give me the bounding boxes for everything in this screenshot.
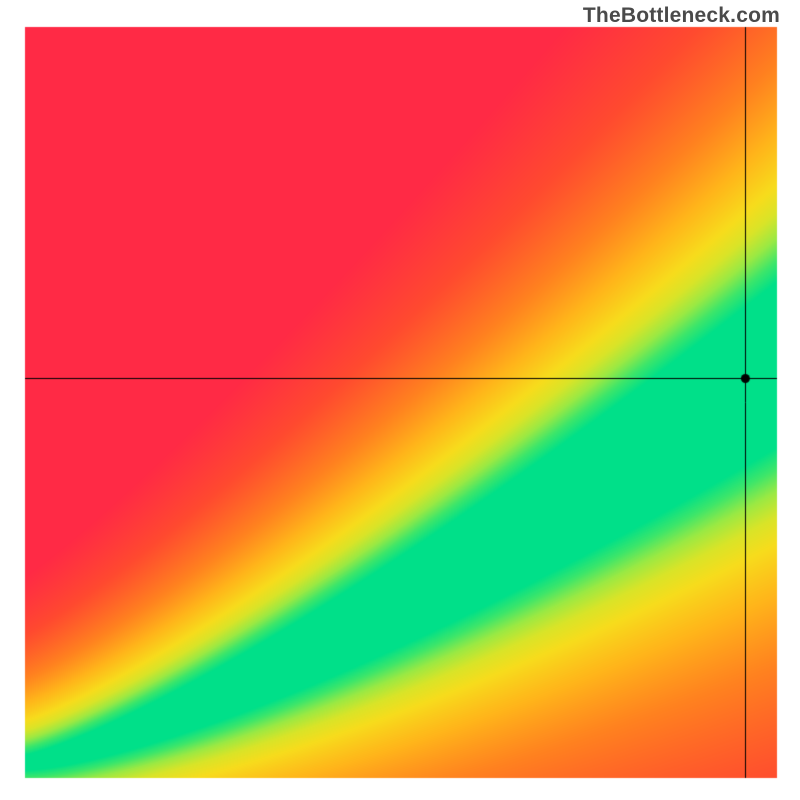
bottleneck-heatmap [0,0,800,800]
watermark-text: TheBottleneck.com [583,4,780,28]
chart-container: TheBottleneck.com [0,0,800,800]
